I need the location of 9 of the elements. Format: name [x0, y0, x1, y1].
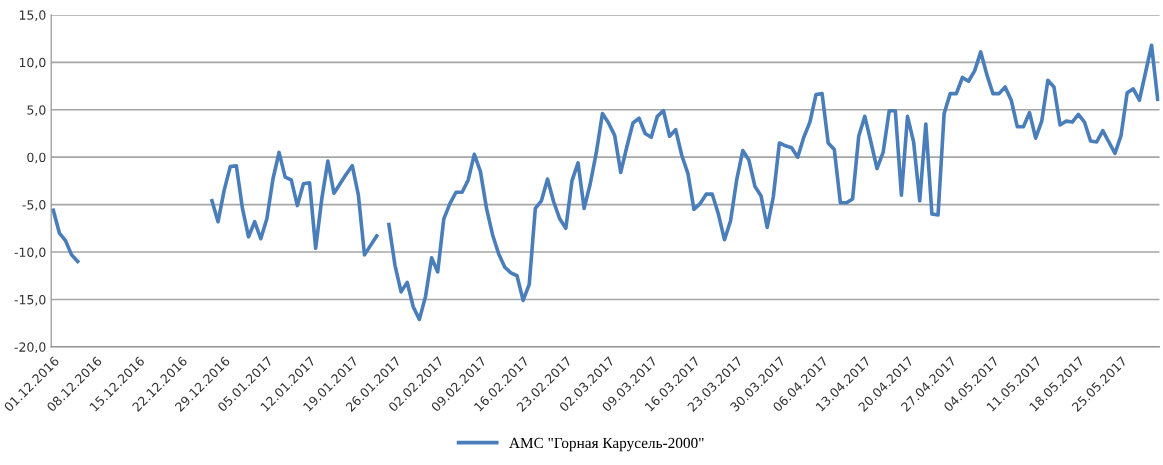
y-tick-label: 0,0	[27, 152, 46, 164]
legend-label: АМС "Горная Карусель-2000"	[509, 437, 704, 452]
y-tick-label: -20,0	[14, 342, 46, 354]
y-tick-label: -10,0	[14, 247, 46, 259]
y-tick-label: 15,0	[19, 10, 46, 22]
y-tick-label: -5,0	[22, 200, 46, 211]
y-tick-label: 5,0	[27, 105, 46, 116]
y-tick-label: 10,0	[19, 57, 46, 69]
y-tick-label: -15,0	[14, 294, 46, 306]
